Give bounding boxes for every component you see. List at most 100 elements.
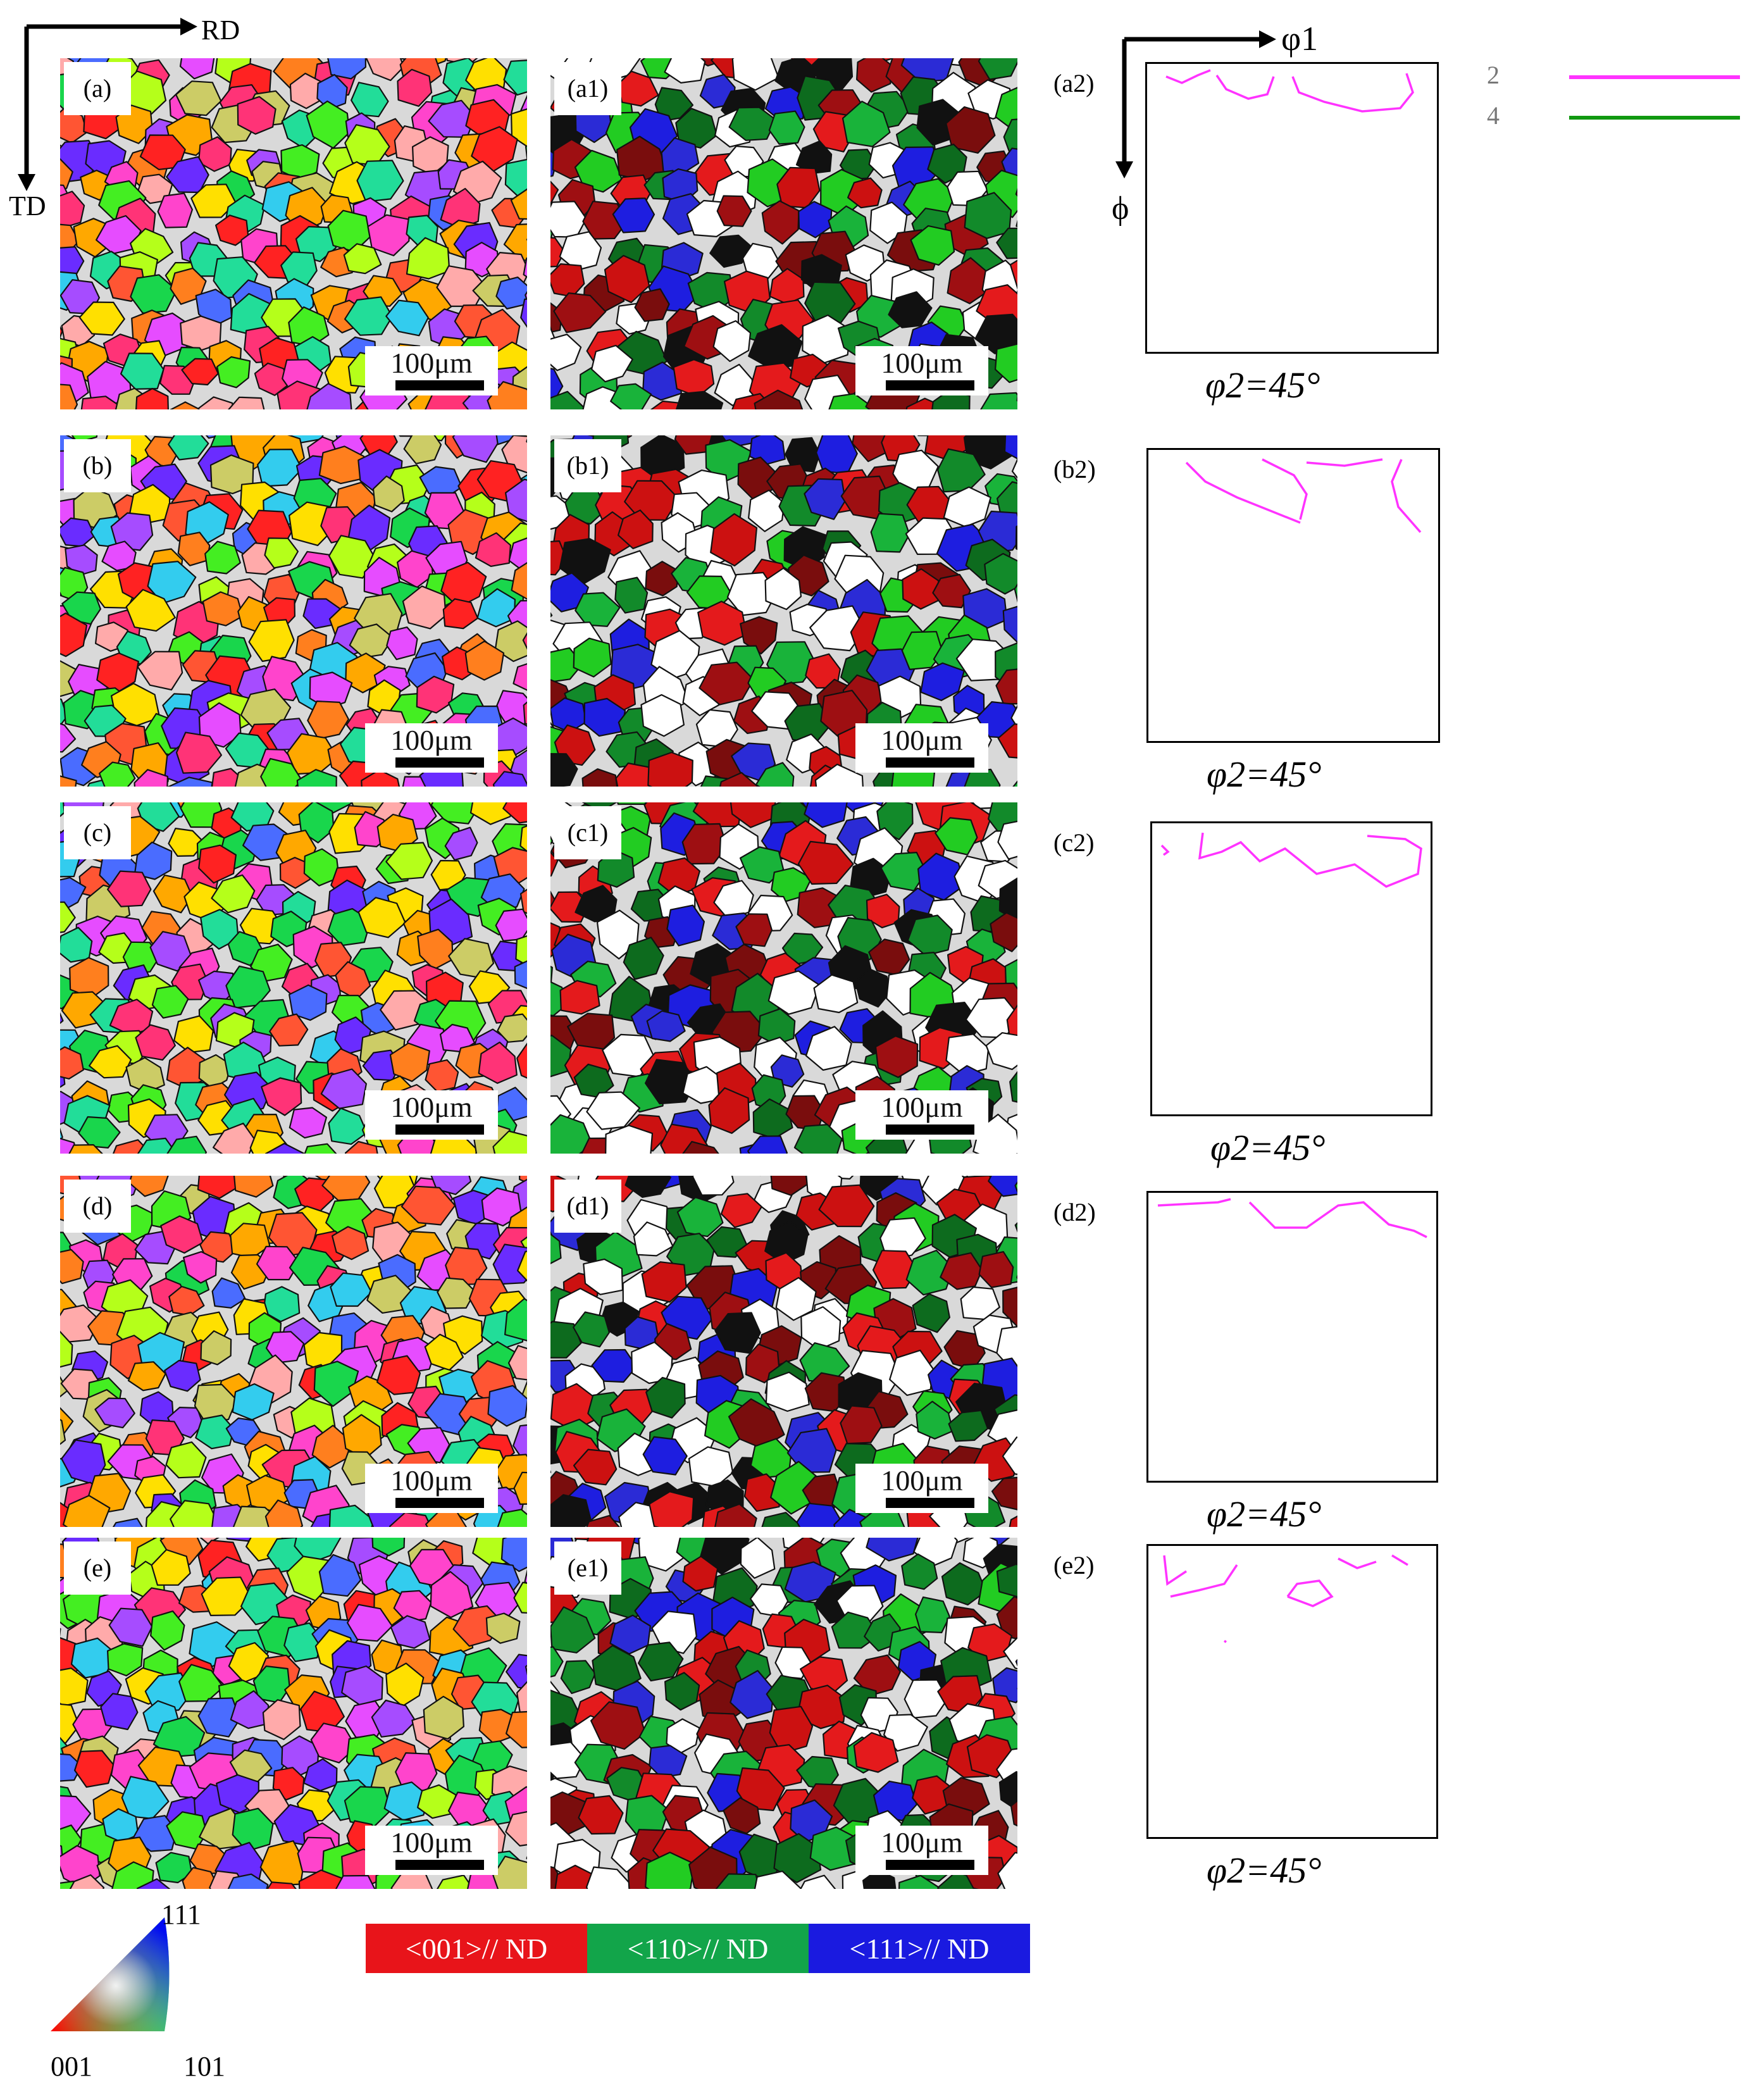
grain [699, 661, 755, 706]
grain [60, 1795, 92, 1833]
grain [304, 1143, 337, 1154]
scale-bar-line [395, 380, 484, 390]
grain [232, 1383, 275, 1421]
grain [754, 1870, 802, 1889]
grain [550, 1646, 564, 1678]
odf-contour-line [1306, 458, 1383, 467]
grain [866, 894, 900, 928]
grain [344, 296, 394, 336]
grain [198, 844, 237, 884]
grain [199, 1231, 238, 1263]
odf-contour-line [1215, 75, 1275, 100]
grain [1015, 525, 1017, 551]
grain-map-svg [550, 58, 1017, 409]
grain [910, 225, 955, 266]
grain [586, 1091, 640, 1130]
grain [765, 1371, 810, 1412]
grain [406, 237, 450, 280]
grain [988, 1176, 1017, 1197]
grain [1010, 704, 1017, 729]
grain [266, 1881, 297, 1889]
grain [112, 1517, 144, 1527]
grain [127, 1361, 166, 1392]
grain [108, 1607, 153, 1647]
scale-bar-text: 100μm [390, 1826, 473, 1859]
grain [403, 435, 442, 464]
grain [269, 1013, 309, 1047]
grain [98, 761, 136, 787]
grain [168, 435, 209, 461]
grain [165, 1441, 207, 1479]
grain [261, 1077, 302, 1116]
grain [510, 188, 527, 220]
grain [708, 1087, 750, 1134]
grain [682, 1555, 719, 1592]
grain [60, 1330, 73, 1368]
ipf-panel-label: (a) [64, 62, 131, 115]
grain [932, 573, 971, 609]
grain [719, 771, 759, 787]
legend-110-label: <110>// ND [627, 1932, 769, 1965]
grain [487, 381, 527, 409]
grain [604, 254, 650, 304]
grain [137, 1137, 177, 1154]
scale-bar-text: 100μm [881, 347, 963, 379]
legend-entry-4-label: 4 [1487, 101, 1500, 130]
grain [1003, 1636, 1017, 1670]
grain [204, 540, 241, 575]
grain [60, 1046, 84, 1080]
grain [997, 723, 1017, 759]
grain [201, 1576, 252, 1617]
grain [731, 58, 780, 91]
scale-bar-line [395, 757, 484, 768]
grain [60, 775, 77, 787]
ipf-map [60, 1538, 527, 1889]
odf-panel-label: (c2) [1053, 828, 1095, 857]
grain [550, 1233, 562, 1264]
grain [978, 58, 1017, 80]
grain [614, 576, 649, 614]
grain [365, 58, 405, 82]
grain [948, 1409, 989, 1442]
texture-panel-label: (c1) [554, 806, 621, 859]
grain [492, 1130, 527, 1154]
grain [106, 870, 152, 907]
odf-contour-line [1163, 1555, 1187, 1586]
odf-contour-line [1291, 73, 1414, 113]
grain [916, 1400, 954, 1440]
grain [847, 177, 883, 209]
grain [179, 58, 215, 80]
grain [444, 826, 478, 861]
grain [692, 1176, 735, 1196]
grain [211, 874, 256, 914]
grain [332, 1226, 370, 1261]
ipf-key-111: 111 [161, 1899, 201, 1930]
grain [783, 526, 827, 571]
grain [62, 1495, 111, 1527]
grain [516, 1250, 527, 1282]
grain [166, 1135, 207, 1154]
scale-bar-text: 100μm [881, 1091, 963, 1123]
grain [739, 846, 785, 884]
grain [200, 1330, 232, 1366]
grain [211, 1277, 246, 1309]
grain [935, 817, 978, 856]
grain [798, 201, 833, 239]
grain [940, 1252, 983, 1290]
grain [631, 1341, 673, 1385]
grain [100, 1693, 139, 1731]
grain [110, 512, 154, 551]
grain [316, 73, 348, 111]
grain [523, 701, 527, 725]
grain [476, 588, 516, 628]
scale-bar-text: 100μm [390, 1091, 473, 1123]
grain [508, 537, 527, 573]
grain [80, 396, 125, 409]
grain [814, 763, 864, 787]
odf-contour-svg [1165, 69, 1414, 113]
grain [796, 1502, 844, 1527]
grain [525, 1664, 527, 1676]
grain [60, 926, 93, 963]
grain [371, 1538, 406, 1557]
grain [313, 1361, 359, 1407]
